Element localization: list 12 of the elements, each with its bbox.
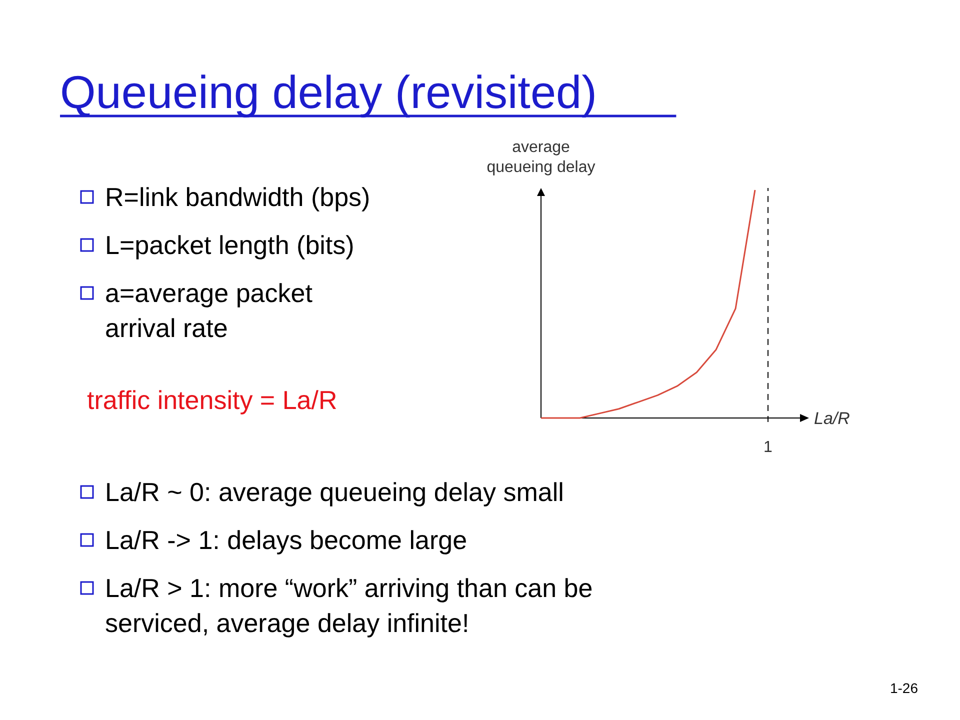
x-axis-title: La/R [814,409,850,428]
text: La/R -> 1: delays become large [105,525,468,555]
text: La/R ~ 0: average queueing delay small [105,477,564,507]
text: a=average packet arrival rate [105,278,314,344]
text: traffic intensity = La/R [87,385,338,415]
chart-title: Queueing delay (revisited) [60,66,597,118]
text: L=packet length (bits) [105,230,354,260]
text: 1-26 [890,680,918,696]
y-axis-title: average queueing delay [486,139,596,176]
text: 1 [764,439,773,456]
text: La/R > 1: more “work” arriving than can be serviced, average delay infinite! [105,573,593,638]
text: R=link bandwidth (bps) [105,182,370,212]
